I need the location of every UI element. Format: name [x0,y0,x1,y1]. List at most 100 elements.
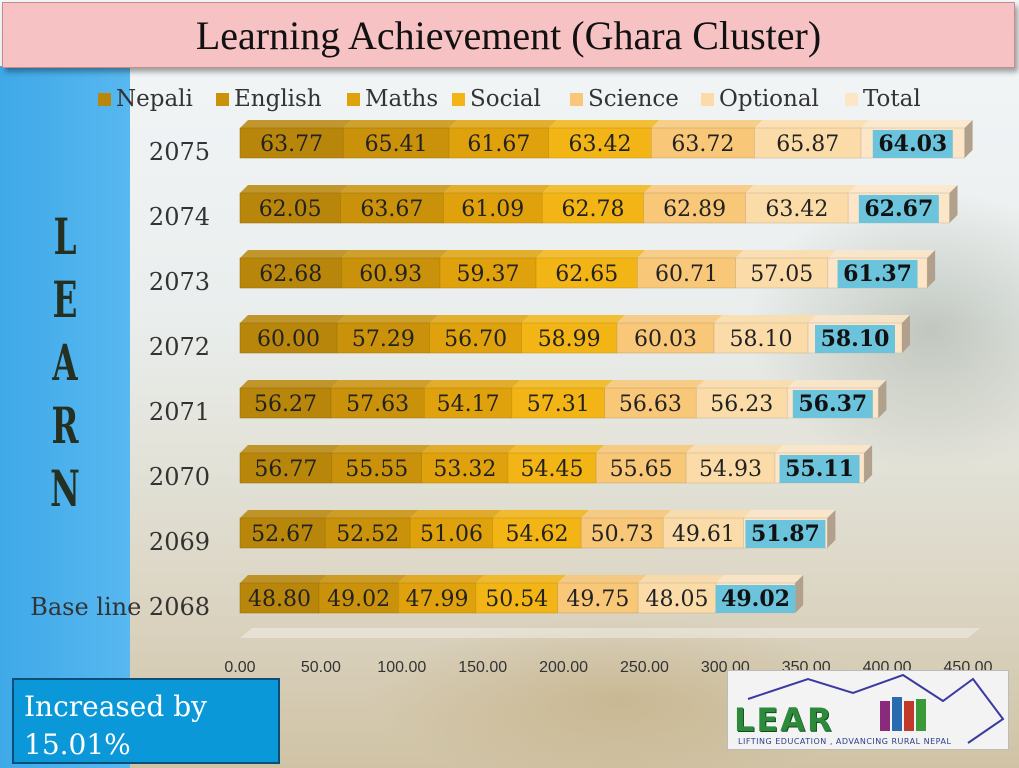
side-word-learn: L E A R N [40,205,90,520]
bar-top-face [827,250,936,258]
data-label: 56.27 [254,392,317,417]
data-label: 54.45 [521,457,584,482]
category-label: 2072 [149,333,210,361]
data-label: 48.80 [248,587,311,612]
data-label: 62.67 [864,196,933,222]
data-label: 49.02 [721,586,790,612]
side-letter: E [52,270,78,329]
bar-top-face [787,380,887,388]
x-tick-label: 150.00 [458,659,507,676]
bar-side-face [927,250,936,288]
bar-top-face [398,575,484,583]
bar-segment [398,582,477,614]
bar-top-face [424,380,520,388]
callout-line-2: 15.01% [24,728,131,761]
x-tick-label: 0.00 [224,659,255,676]
data-label: 54.93 [699,457,762,482]
data-label: 53.32 [433,457,496,482]
bar-top-face [475,575,566,583]
category-label: 2073 [149,268,210,296]
bar-segment [336,322,430,354]
bar-top-face [443,185,551,193]
data-label: 57.05 [750,262,813,287]
data-label: 63.42 [765,197,828,222]
legend-label: Nepali [116,86,193,112]
bar-top-face [340,185,452,193]
legend-label: Science [588,86,679,112]
data-label: 61.09 [461,197,524,222]
bar-top-face [754,120,870,128]
data-label: 51.87 [751,521,820,547]
bar-segment [409,517,494,549]
bar-segment [448,127,550,159]
bar-top-face [848,185,958,193]
bar-segment [651,127,755,159]
data-label: 64.03 [878,131,947,157]
bar-segment [475,582,558,614]
x-tick-label: 250.00 [620,659,669,676]
bar-segment [616,322,715,354]
bar-segment [239,192,341,224]
bar-top-face [596,445,695,453]
data-label: 60.03 [634,327,697,352]
bar-segment [443,192,543,224]
total-label-bg [837,260,918,288]
bar-segment [557,582,639,614]
bar-top-face [325,510,419,518]
bar-top-face [774,445,873,453]
bar-top-face [651,120,763,128]
bar-top-face [240,510,334,518]
data-label: 63.77 [260,132,323,157]
bar-segment [745,192,849,224]
legend-swatch [216,93,229,106]
bar-top-face [337,315,438,323]
data-label: 49.02 [327,587,390,612]
data-label: 50.54 [485,587,548,612]
category-label: Base line 2068 [30,593,210,621]
data-label: 60.00 [257,327,320,352]
data-label: 48.05 [646,587,709,612]
side-letter: R [51,396,79,455]
data-label: 59.37 [457,262,520,287]
title-banner: Learning Achievement (Ghara Cluster) [2,2,1015,68]
legend-swatch [570,93,583,106]
bar-top-face [743,510,836,518]
bar-top-face [343,120,457,128]
data-label: 54.17 [437,392,500,417]
bar-segment [695,387,788,419]
bar-segment [424,387,513,419]
side-letter: A [52,333,78,392]
bar-segment [637,257,736,289]
bar-top-face [643,185,754,193]
x-tick-label: 50.00 [301,659,341,676]
bar-segment [595,452,687,484]
learn-logo: LEAR LIFTING EDUCATION , ADVANCING RURAL… [727,670,1009,750]
x-tick-label: 100.00 [377,659,426,676]
bar-top-face [861,120,973,128]
data-label: 54.62 [505,522,568,547]
bar-segment [580,517,664,549]
bar-segment [713,322,809,354]
category-label: 2071 [149,398,210,426]
bar-top-face [429,315,530,323]
category-label: 2075 [149,138,210,166]
data-label: 47.99 [406,587,469,612]
category-label: 2074 [149,203,210,231]
bar-top-face [581,510,672,518]
bar-top-face [745,185,857,193]
data-label: 57.29 [352,327,415,352]
bar-top-face [686,445,783,453]
bar-segment [429,322,522,354]
bar-top-face [240,445,340,453]
bar-segment [492,517,582,549]
chart-title: Learning Achievement (Ghara Cluster) [195,12,822,58]
bar-segment [548,127,652,159]
data-label: 56.23 [710,392,773,417]
data-label: 52.67 [251,522,314,547]
callout-line-1: Increased by [24,690,207,723]
data-label: 62.05 [259,197,322,222]
bar-top-face [507,445,605,453]
data-label: 56.70 [444,327,507,352]
data-label: 62.65 [555,262,618,287]
